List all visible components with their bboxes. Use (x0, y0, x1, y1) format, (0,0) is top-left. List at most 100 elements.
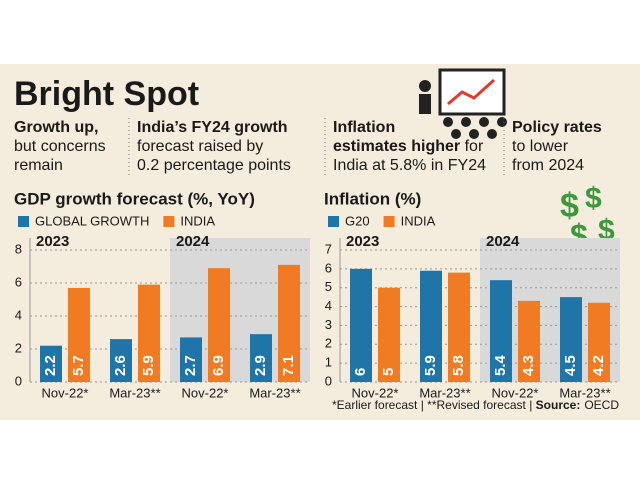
footnote: *Earlier forecast | **Revised forecast |… (332, 398, 619, 412)
source-label: Source: (536, 398, 581, 412)
group-label: 2023 (346, 233, 379, 250)
y-tick-label: 5 (325, 279, 332, 294)
y-tick-label: 1 (325, 355, 332, 370)
x-tick-label: Mar-23** (109, 385, 160, 400)
point-text: remain (14, 157, 63, 174)
point-line: India’s FY24 growth (137, 119, 288, 136)
x-tick-label: Mar-23** (249, 385, 300, 400)
value-label: 2.2 (42, 355, 59, 376)
bar (518, 300, 540, 382)
bar (278, 264, 300, 382)
point-bold: Policy rates (512, 119, 602, 136)
y-tick-label: 6 (15, 274, 22, 289)
point-line: 0.2 percentage points (137, 157, 291, 174)
bar (588, 302, 610, 382)
point-line: to lower (512, 138, 569, 155)
bar (208, 268, 230, 382)
value-label: 5.4 (492, 354, 509, 376)
bar (138, 284, 160, 382)
point-bold: India’s FY24 growth (137, 119, 288, 136)
bar (180, 337, 202, 382)
source: OECD (584, 398, 619, 412)
bar (250, 334, 272, 382)
bar (378, 287, 400, 382)
point-line: remain (14, 157, 63, 174)
title: Bright Spot (14, 75, 199, 113)
value-label: 4.2 (590, 355, 607, 376)
value-label: 2.9 (252, 355, 269, 376)
point-line: Policy rates (512, 119, 602, 136)
point-line: forecast raised by (137, 138, 263, 155)
legend-label: INDIA (180, 213, 215, 228)
value-label: 2.6 (112, 355, 129, 376)
point-line: from 2024 (512, 157, 584, 174)
value-label: 5.7 (70, 355, 87, 376)
point-line: but concerns (14, 138, 106, 155)
x-tick-label: Nov-22* (492, 385, 539, 400)
bar (110, 339, 132, 382)
y-tick-label: 3 (325, 317, 332, 332)
value-label: 6.9 (210, 355, 227, 376)
value-label: 5.9 (140, 355, 157, 376)
value-label: 4.5 (562, 355, 579, 376)
point-text: India at 5.8% in FY24 (333, 157, 486, 174)
x-tick-label: Mar-23** (419, 385, 470, 400)
value-label: 5 (380, 368, 397, 376)
value-label: 5.8 (450, 355, 467, 376)
y-tick-label: 6 (325, 260, 332, 275)
point-text: 0.2 percentage points (137, 157, 291, 174)
y-tick-label: 2 (15, 340, 22, 355)
y-tick-label: 2 (325, 336, 332, 351)
x-tick-label: Nov-22* (42, 385, 89, 400)
point-line: Inflation (333, 119, 395, 136)
presenter-icon (419, 68, 507, 139)
legend-label: INDIA (401, 213, 436, 228)
value-label: 5.9 (422, 355, 439, 376)
legend-swatch (383, 216, 395, 227)
x-tick-label: Mar-23** (559, 385, 610, 400)
bar (560, 297, 582, 382)
value-label: 4.3 (520, 355, 537, 376)
point-line: estimates higher for (333, 138, 484, 155)
y-tick-label: 4 (325, 298, 332, 313)
group-label: 2023 (36, 233, 69, 250)
bar (420, 270, 442, 382)
bar (40, 345, 62, 382)
point-bold: Inflation (333, 119, 395, 136)
legend-label: GLOBAL GROWTH (35, 213, 149, 228)
x-tick-label: Nov-22* (182, 385, 229, 400)
value-label: 6 (352, 368, 369, 376)
point-text: for (460, 138, 484, 155)
legend-swatch (163, 216, 175, 227)
point-line: India at 5.8% in FY24 (333, 157, 486, 174)
y-tick-label: 0 (15, 373, 22, 388)
svg-text:$: $ (560, 187, 579, 225)
bar (448, 272, 470, 382)
x-tick-label: Nov-22* (352, 385, 399, 400)
y-tick-label: 4 (15, 307, 22, 322)
group-label: 2024 (486, 233, 520, 250)
point-bold: estimates higher (333, 138, 460, 155)
y-tick-label: 0 (325, 373, 332, 388)
legend-swatch (18, 216, 29, 227)
footnote-notes: *Earlier forecast | **Revised forecast | (332, 398, 536, 412)
y-tick-label: 7 (325, 241, 332, 256)
value-label: 2.7 (182, 355, 199, 376)
legend-label: G20 (345, 213, 370, 228)
value-label: 7.1 (280, 355, 297, 376)
bar (68, 287, 90, 382)
point-text: to lower (512, 138, 569, 155)
point-line: Growth up, (14, 119, 98, 136)
point-text: forecast raised by (137, 138, 263, 155)
chart-title: Inflation (%) (324, 189, 421, 208)
group-label: 2024 (176, 233, 210, 250)
bar (490, 280, 512, 382)
y-tick-label: 8 (15, 241, 22, 256)
point-bold: Growth up, (14, 119, 98, 136)
svg-text:$: $ (585, 182, 602, 215)
point-text: from 2024 (512, 157, 584, 174)
point-text: but concerns (14, 138, 106, 155)
legend-swatch (328, 216, 339, 227)
bar (350, 268, 372, 382)
chart-title: GDP growth forecast (%, YoY) (14, 189, 255, 208)
